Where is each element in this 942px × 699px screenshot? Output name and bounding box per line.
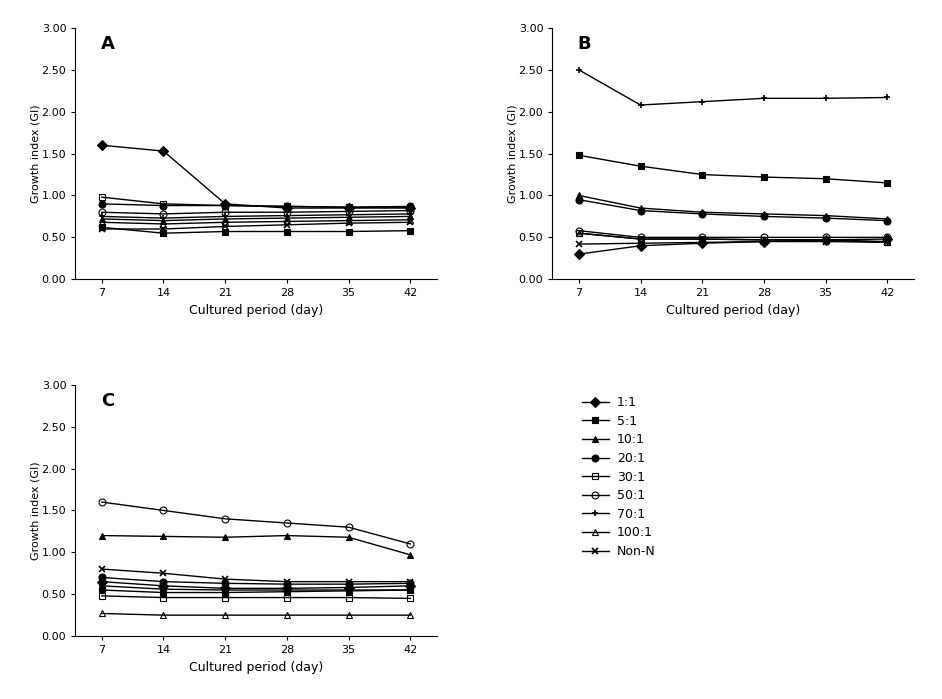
X-axis label: Cultured period (day): Cultured period (day) [189, 304, 323, 317]
Text: A: A [101, 36, 115, 54]
Y-axis label: Growth index (GI): Growth index (GI) [30, 104, 41, 203]
Text: C: C [101, 392, 114, 410]
X-axis label: Cultured period (day): Cultured period (day) [189, 661, 323, 674]
Legend: 1:1, 5:1, 10:1, 20:1, 30:1, 50:1, 70:1, 100:1, Non-N: 1:1, 5:1, 10:1, 20:1, 30:1, 50:1, 70:1, … [577, 391, 660, 563]
Y-axis label: Growth index (GI): Growth index (GI) [30, 461, 41, 560]
Text: B: B [577, 36, 592, 54]
Y-axis label: Growth index (GI): Growth index (GI) [507, 104, 517, 203]
X-axis label: Cultured period (day): Cultured period (day) [666, 304, 800, 317]
